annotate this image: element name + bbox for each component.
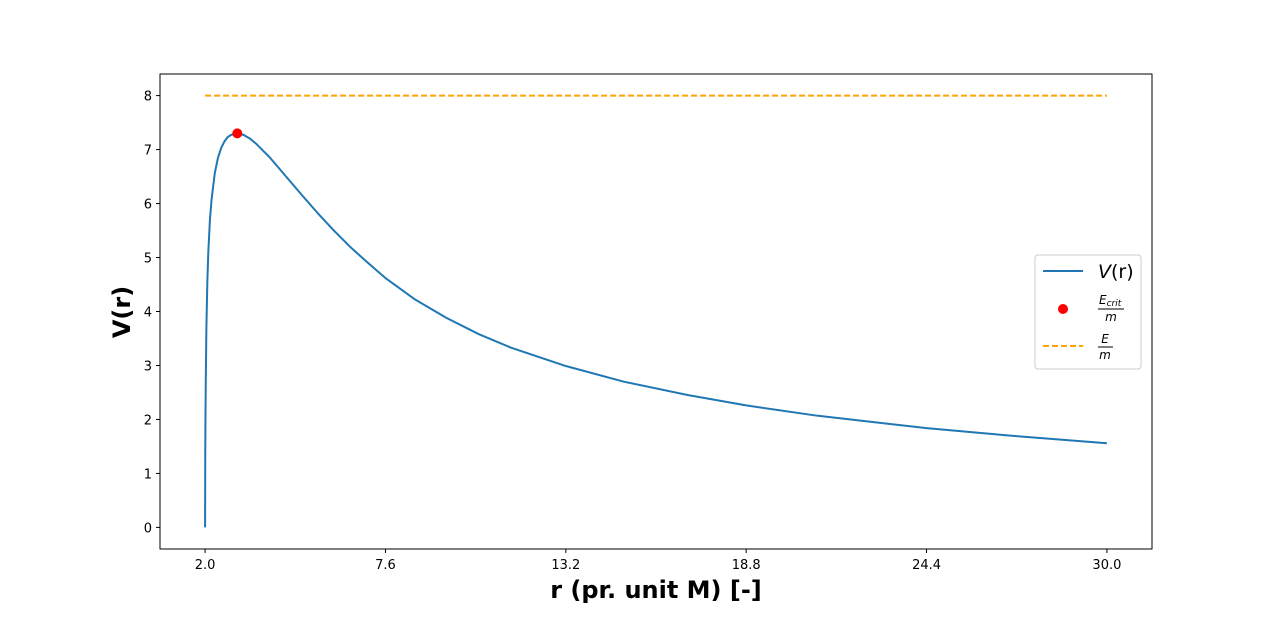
plot-marks [204,94,1107,528]
critical-point-marker [232,128,243,139]
legend-ecrit-e: E [1099,293,1107,307]
y-axis-label: V(r) [108,286,136,338]
y-tick-label: 3 [144,359,152,374]
legend-e-denominator: m [1099,348,1111,362]
x-tick-label: 24.4 [912,558,941,573]
legend-label-v: V(r) [1098,261,1134,283]
plot-frame [159,73,1153,550]
x-tick-label: 18.8 [732,558,761,573]
x-tick-label: 2.0 [195,558,216,573]
legend-swatch-ecrit [1058,304,1068,314]
x-tick-label: 7.6 [375,558,396,573]
axis-ticks: 2.0 7.6 13.2 18.8 24.4 30.0 0 1 2 3 4 5 6 7 8 [144,90,1122,573]
legend-e-numerator: E [1101,332,1109,346]
y-tick-label: 4 [144,306,152,321]
legend-v-arg: (r) [1111,261,1134,283]
legend-v-main: V [1098,261,1113,283]
potential-curve [204,132,1107,528]
legend-ecrit-sub: crit [1107,299,1122,309]
x-tick-label: 30.0 [1092,558,1121,573]
y-tick-label: 7 [144,144,152,159]
x-tick-label: 13.2 [551,558,580,573]
y-tick-label: 1 [144,467,152,482]
y-tick-label: 6 [144,198,152,213]
y-tick-label: 2 [144,413,152,428]
x-axis-label: r (pr. unit M) [-] [550,576,762,604]
y-tick-label: 0 [144,521,152,536]
y-tick-label: 5 [144,252,152,267]
legend: V(r) Ecrit m E m [1034,254,1142,370]
legend-ecrit-numerator: Ecrit [1099,293,1122,309]
y-tick-label: 8 [144,90,152,105]
legend-ecrit-denominator: m [1105,310,1117,324]
legend-box [1034,254,1142,370]
